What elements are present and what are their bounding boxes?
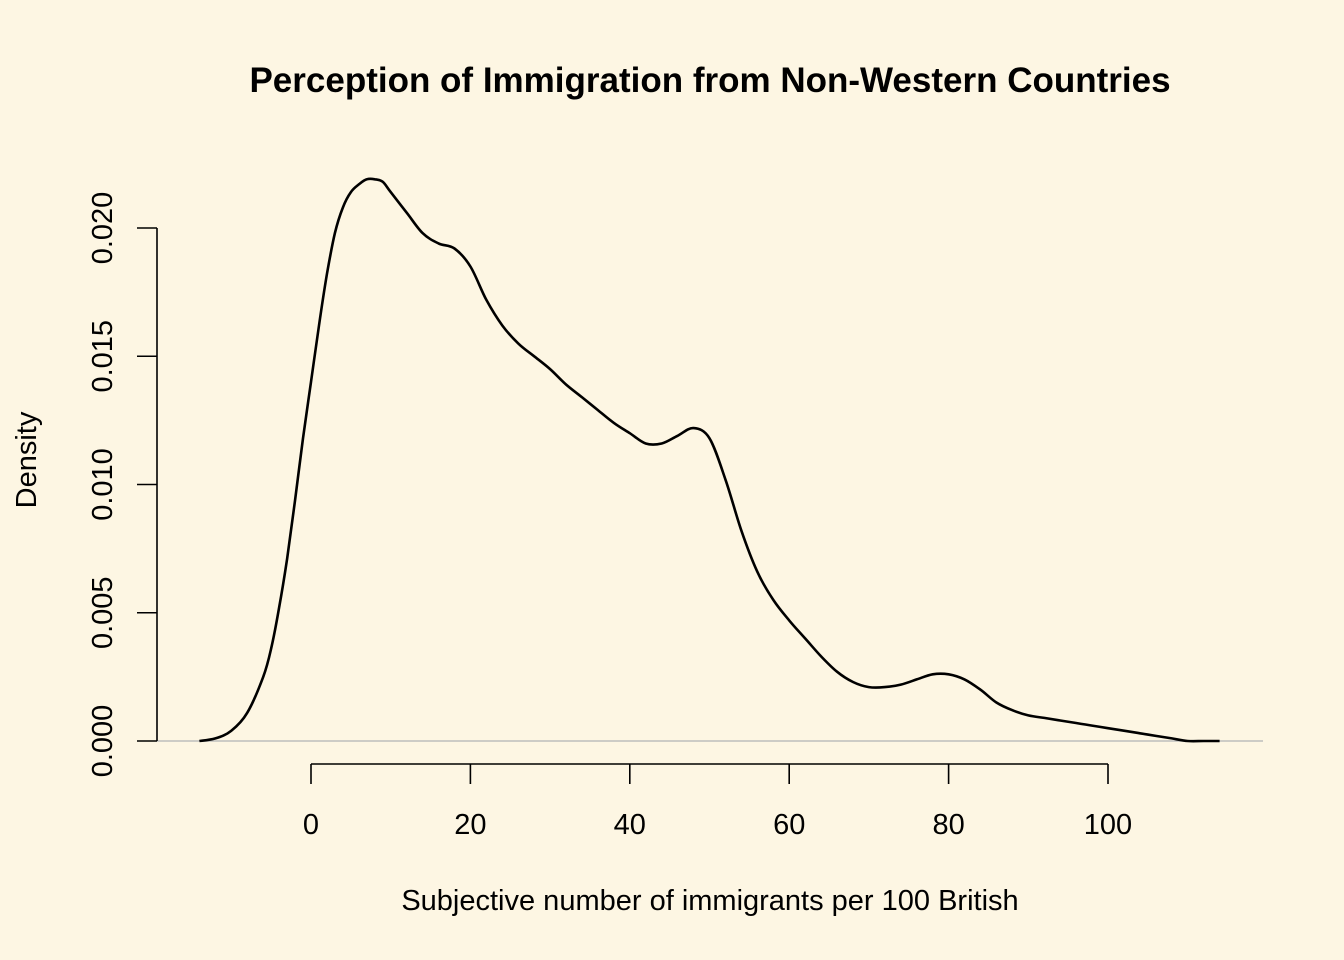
x-tick-label: 20 bbox=[454, 809, 486, 841]
chart-title: Perception of Immigration from Non-Weste… bbox=[249, 61, 1170, 100]
y-tick-label: 0.010 bbox=[87, 448, 119, 521]
x-axis: 0 20 40 60 80 100 bbox=[303, 763, 1132, 841]
y-tick-label: 0.015 bbox=[87, 320, 119, 393]
x-tick-label: 60 bbox=[773, 809, 805, 841]
y-axis-label: Density bbox=[11, 411, 43, 508]
y-tick-label: 0.020 bbox=[87, 192, 119, 265]
density-curve bbox=[199, 177, 1220, 743]
x-tick-label: 100 bbox=[1084, 809, 1132, 841]
x-tick-label: 40 bbox=[614, 809, 646, 841]
x-tick-label: 0 bbox=[303, 809, 319, 841]
y-tick-label: 0.000 bbox=[87, 705, 119, 778]
x-tick-label: 80 bbox=[932, 809, 964, 841]
x-axis-label: Subjective number of immigrants per 100 … bbox=[401, 885, 1018, 917]
y-tick-label: 0.005 bbox=[87, 576, 119, 649]
y-axis: 0.000 0.005 0.010 0.015 0.020 bbox=[87, 192, 158, 778]
